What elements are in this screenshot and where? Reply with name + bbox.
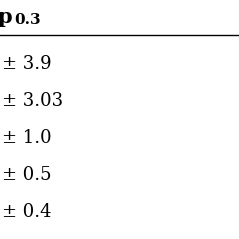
Text: ± 0.4: ± 0.4 (2, 203, 52, 221)
Text: ± 1.0: ± 1.0 (2, 129, 52, 147)
Text: p: p (0, 7, 12, 27)
Text: ± 0.5: ± 0.5 (2, 166, 52, 184)
Text: ± 3.03: ± 3.03 (2, 92, 64, 110)
Text: 0.3: 0.3 (14, 13, 41, 27)
Text: ± 3.9: ± 3.9 (2, 55, 52, 73)
